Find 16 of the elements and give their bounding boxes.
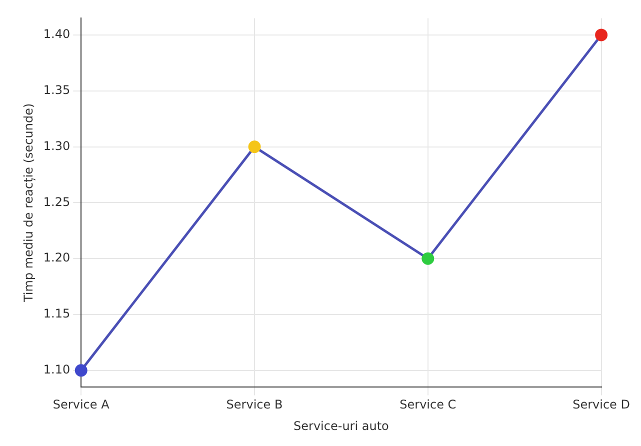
y-tick-label: 1.25 bbox=[43, 194, 70, 209]
point bbox=[248, 140, 261, 154]
y-tick-label: 1.40 bbox=[43, 27, 70, 42]
y-tick-label: 1.35 bbox=[43, 83, 70, 98]
x-tick-label: Service A bbox=[52, 398, 110, 412]
y-tick-label: 1.10 bbox=[43, 362, 70, 377]
x-tick-label: Service B bbox=[226, 398, 283, 412]
y-tick-label: 1.20 bbox=[43, 250, 70, 265]
y-axis-title: Timp mediu de reacție (secunde) bbox=[21, 103, 36, 304]
x-tick-label: Service D bbox=[572, 398, 630, 412]
point bbox=[422, 252, 434, 265]
point bbox=[595, 28, 608, 42]
y-tick-label: 1.30 bbox=[43, 138, 70, 153]
x-axis-title: Service-uri auto bbox=[294, 418, 389, 433]
y-tick-label: 1.15 bbox=[43, 306, 70, 321]
x-tick-label: Service C bbox=[400, 398, 456, 412]
